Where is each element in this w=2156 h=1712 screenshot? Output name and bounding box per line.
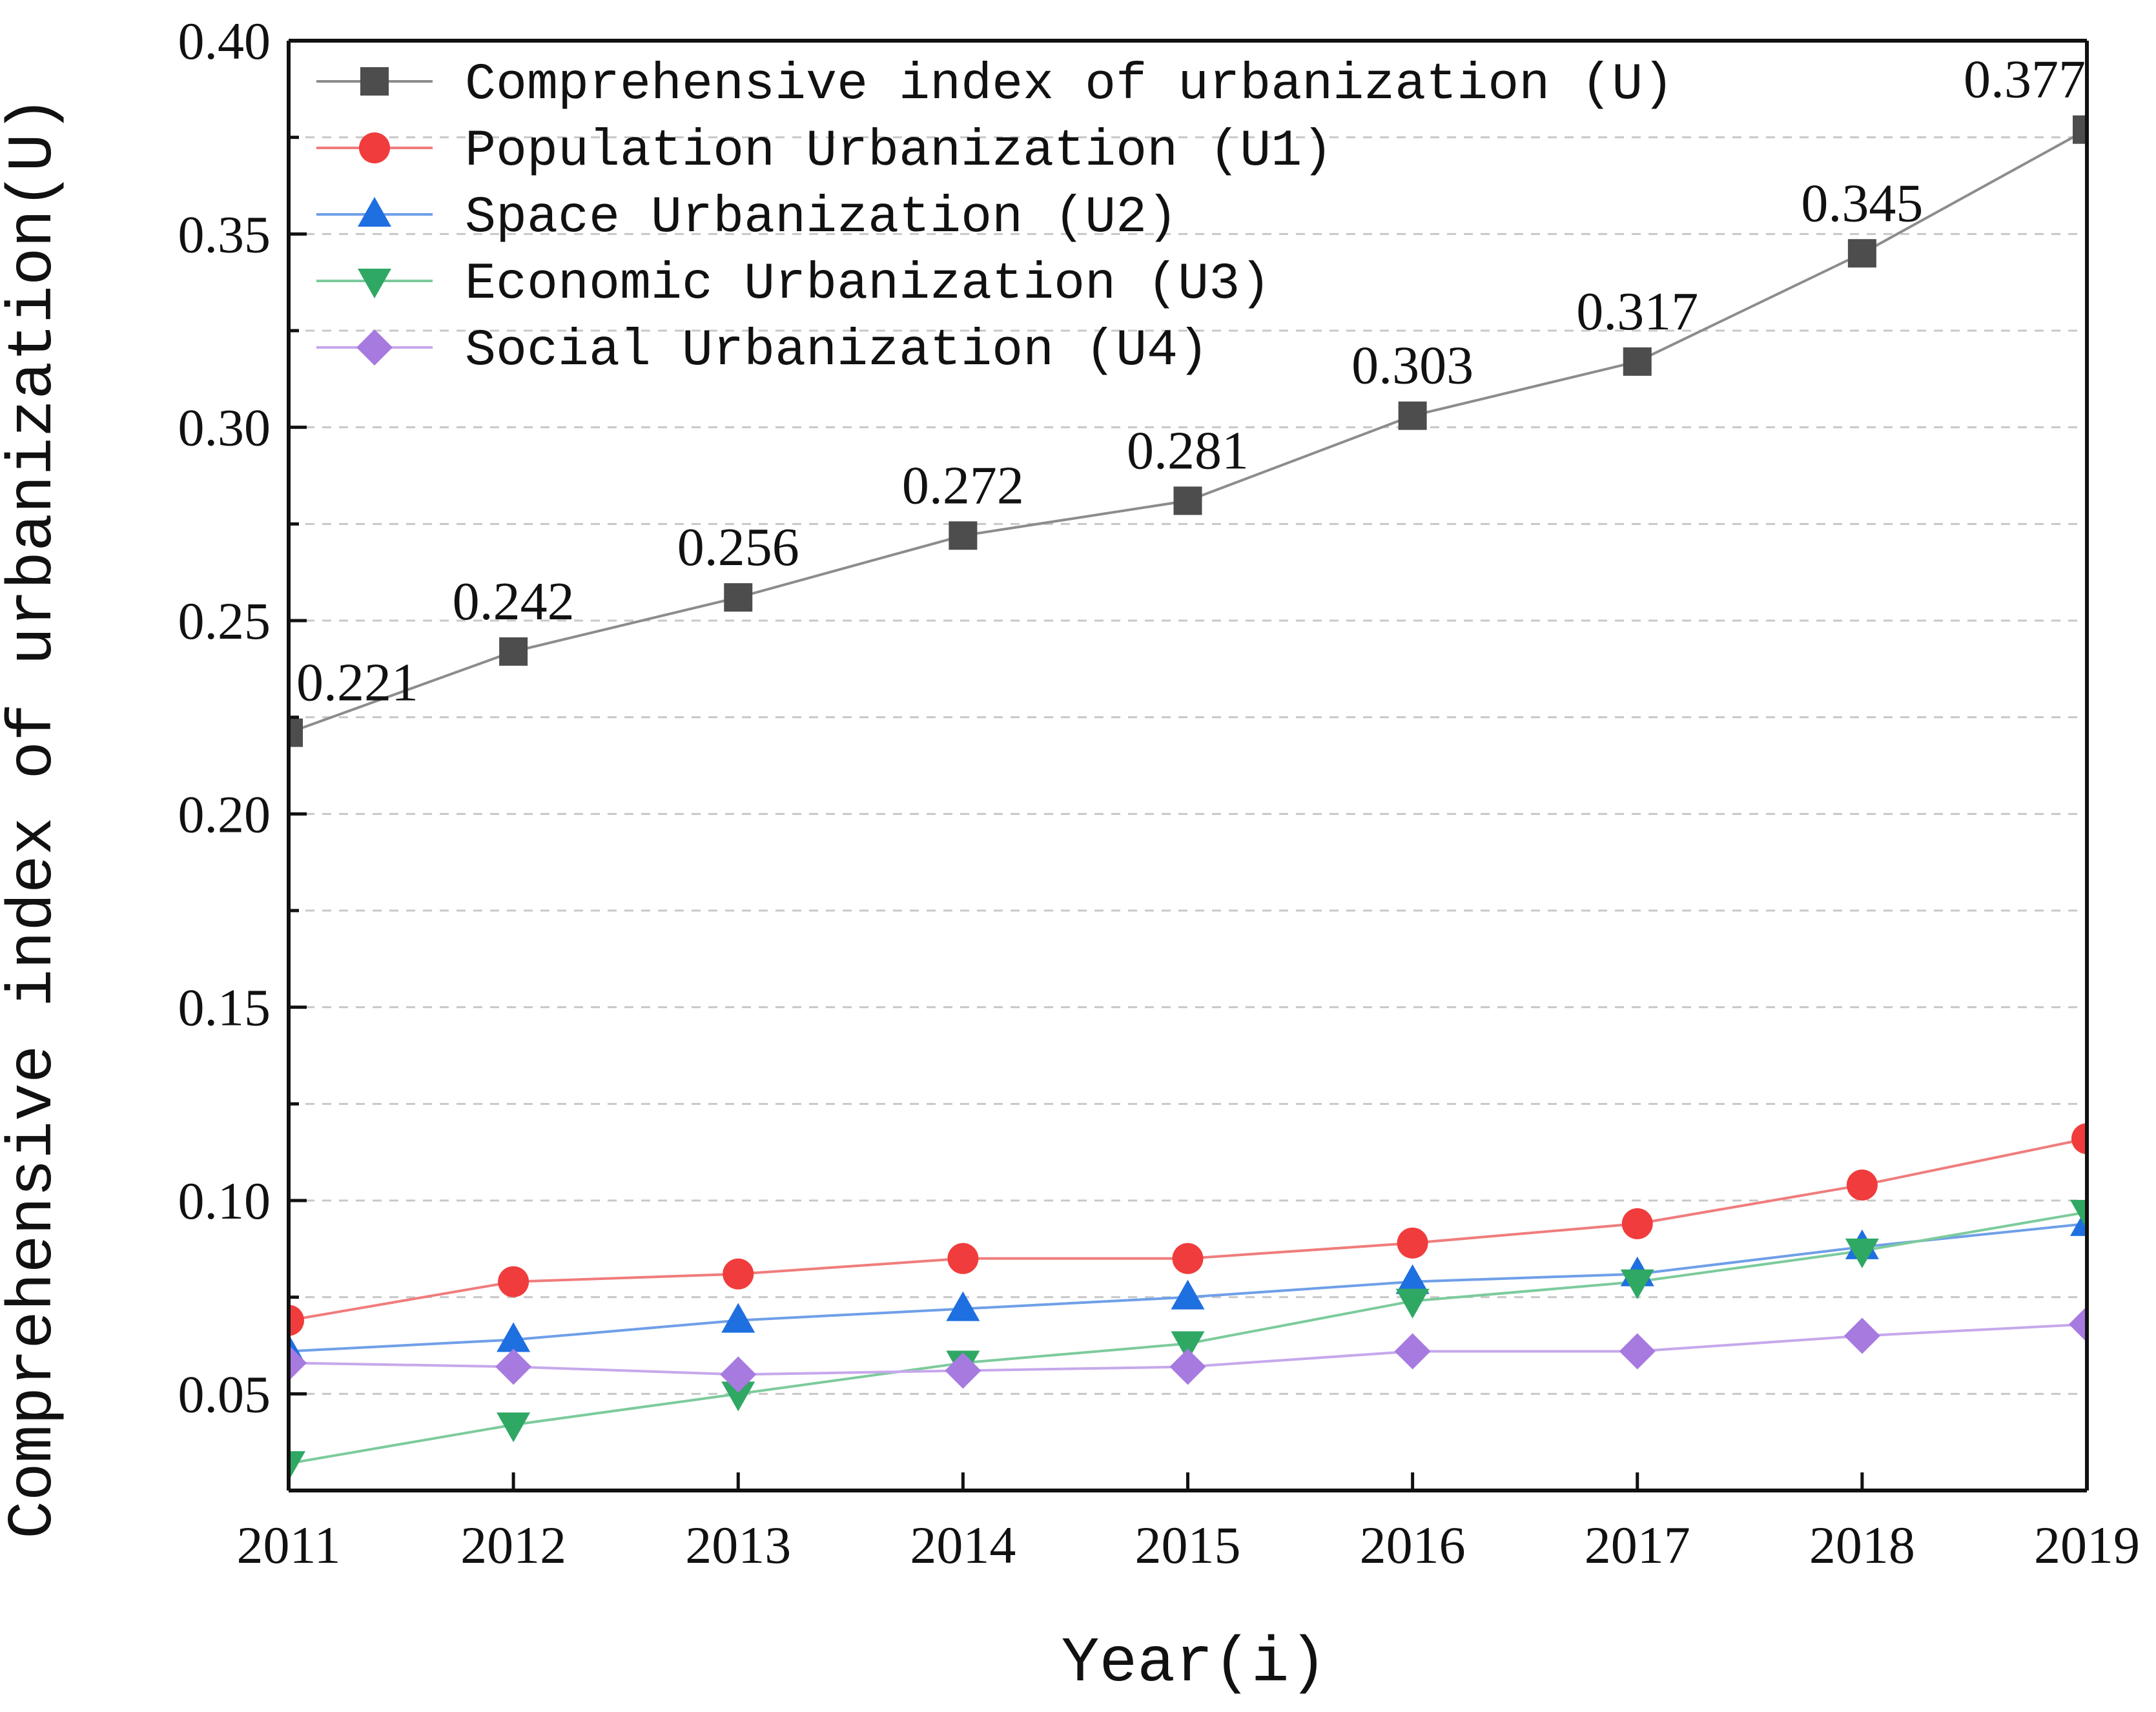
legend-label: Social Urbanization (U4) [465, 322, 1209, 380]
y-tick-label: 0.20 [178, 785, 271, 843]
legend-label: Population Urbanization (U1) [465, 122, 1333, 181]
data-point [1397, 1227, 1428, 1259]
legend-label: Space Urbanization (U2) [465, 189, 1178, 247]
data-point [1619, 1333, 1656, 1370]
data-point [721, 1381, 755, 1412]
data-point [946, 1291, 980, 1321]
y-tick-label: 0.35 [178, 205, 271, 263]
x-tick-label: 2012 [460, 1516, 566, 1574]
grid-lines [289, 136, 2087, 1395]
x-tick-label: 2016 [1360, 1516, 1466, 1574]
axes: 0.05 0.10 0.15 0.20 0.25 0.30 0.35 0.40 2011 2012… [178, 12, 2141, 1574]
x-tick-label: 2011 [237, 1516, 341, 1574]
y-tick-label: 0.40 [178, 12, 271, 70]
data-point [289, 1345, 307, 1381]
data-labels: 0.221 0.242 0.256 0.272 0.281 0.303 0.317 0.345… [296, 50, 2086, 713]
data-label: 0.303 [1351, 336, 1473, 396]
data-point [289, 1451, 305, 1481]
data-point [720, 1356, 757, 1393]
data-point [289, 718, 303, 747]
legend: Comprehensive index of urbanization (U) P… [316, 56, 1674, 380]
data-point [2071, 1123, 2087, 1155]
x-tick-label: 2019 [2034, 1516, 2140, 1574]
y-tick-label: 0.05 [178, 1365, 271, 1423]
legend-item: Space Urbanization (U2) [316, 189, 1178, 247]
data-point [1623, 347, 1652, 376]
x-tick-label: 2013 [685, 1516, 791, 1574]
legend-marker [360, 67, 389, 96]
legend-item: Social Urbanization (U4) [316, 322, 1209, 380]
data-label: 0.272 [902, 455, 1024, 515]
data-point [495, 1348, 532, 1385]
data-point [1620, 1269, 1654, 1299]
x-tick-label: 2017 [1585, 1516, 1690, 1574]
data-point [1395, 1264, 1430, 1294]
legend-marker [356, 329, 393, 366]
data-point [2073, 115, 2087, 144]
y-tick-label: 0.25 [178, 592, 271, 650]
data-point [497, 1322, 531, 1352]
data-label: 0.345 [1801, 173, 1923, 233]
data-point [1173, 486, 1202, 515]
data-point [1621, 1208, 1653, 1239]
data-point [1843, 1317, 1880, 1354]
data-point [1394, 1333, 1431, 1370]
legend-label: Comprehensive index of urbanization (U) [465, 56, 1674, 114]
x-tick-label: 2014 [910, 1516, 1016, 1574]
legend-item: Population Urbanization (U1) [316, 122, 1333, 181]
data-point [724, 583, 753, 612]
data-point [499, 637, 528, 666]
data-point [1398, 401, 1427, 430]
y-axis-title: Comprehensive index of urbanization(U) [0, 96, 70, 1539]
legend-item: Comprehensive index of urbanization (U) [316, 56, 1674, 114]
data-point [498, 1266, 529, 1297]
data-point [721, 1303, 755, 1333]
x-tick-label: 2015 [1135, 1516, 1241, 1574]
data-label: 0.281 [1127, 420, 1249, 480]
data-point [1846, 1170, 1878, 1201]
x-tick-label: 2018 [1809, 1516, 1915, 1574]
data-point [1171, 1279, 1205, 1310]
legend-marker [359, 132, 390, 163]
data-point [947, 1243, 979, 1274]
data-label: 0.242 [453, 572, 575, 632]
y-tick-label: 0.10 [178, 1171, 271, 1230]
data-point [1172, 1243, 1204, 1274]
data-point [1845, 1238, 1879, 1268]
series-markers [289, 115, 2087, 1481]
legend-item: Economic Urbanization (U3) [316, 255, 1271, 314]
data-label: 0.256 [677, 517, 799, 577]
legend-marker [358, 197, 391, 227]
data-point [949, 521, 978, 550]
data-point [1395, 1288, 1430, 1319]
data-label: 0.317 [1576, 282, 1698, 342]
data-label: 0.221 [296, 653, 418, 713]
data-point [1169, 1348, 1206, 1385]
y-tick-label: 0.30 [178, 398, 271, 457]
legend-label: Economic Urbanization (U3) [465, 255, 1271, 314]
data-point [723, 1258, 754, 1290]
data-point [945, 1352, 981, 1389]
data-point [289, 1305, 304, 1336]
data-label: 0.377 [1964, 50, 2086, 110]
legend-marker [358, 269, 391, 298]
data-point [2069, 1306, 2087, 1343]
data-point [1171, 1331, 1205, 1361]
x-axis-title: Year(i) [1062, 1628, 1328, 1700]
data-point [1847, 239, 1876, 268]
data-point [497, 1412, 531, 1443]
y-tick-label: 0.15 [178, 978, 271, 1037]
data-point [2070, 1199, 2087, 1230]
